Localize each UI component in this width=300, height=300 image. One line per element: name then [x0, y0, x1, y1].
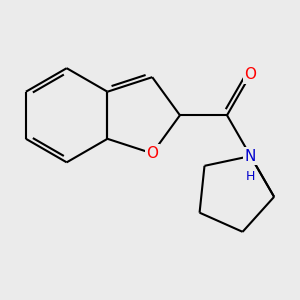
- Text: N: N: [245, 148, 256, 164]
- Text: H: H: [246, 170, 255, 183]
- Text: O: O: [146, 146, 158, 161]
- Text: O: O: [244, 67, 256, 82]
